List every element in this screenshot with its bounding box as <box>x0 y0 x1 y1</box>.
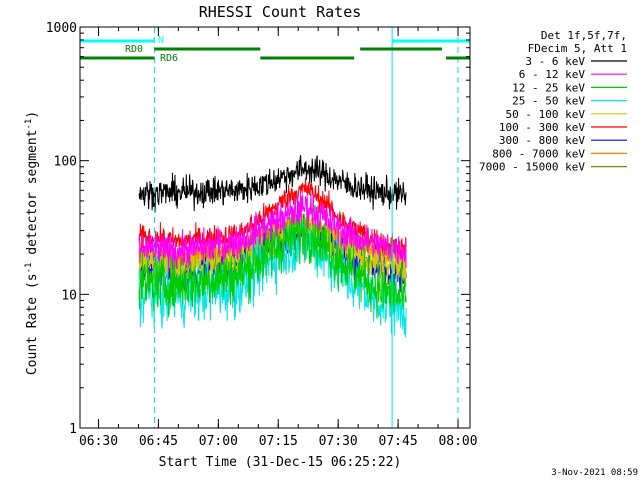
flag-bar-label: RD6 <box>160 53 178 64</box>
x-tick-label: 06:30 <box>79 434 118 449</box>
y-axis-label-part: ) <box>25 111 40 119</box>
y-axis-label: Count Rate (s-1 detector segment-1) <box>24 111 40 375</box>
x-tick-label: 07:00 <box>199 434 238 449</box>
timestamp: 3-Nov-2021 08:59 <box>551 468 638 478</box>
legend-entry-label: 12 - 25 keV <box>512 81 585 94</box>
y-tick-label: 1 <box>69 422 77 437</box>
series-line <box>138 205 407 319</box>
chart-title: RHESSI Count Rates <box>199 3 362 21</box>
legend-entry-label: 7000 - 15000 keV <box>479 161 585 174</box>
y-axis-label-part: Count Rate (s <box>25 273 40 375</box>
y-axis-label-part: detector segment <box>25 130 40 263</box>
x-axis-label: Start Time (31-Dec-15 06:25:22) <box>159 455 402 470</box>
series-line <box>138 154 407 213</box>
x-tick-label: 06:45 <box>139 434 178 449</box>
legend: Det 1f,5f,7f, FDecim 5, Att 1 3 - 6 keV6… <box>479 29 627 174</box>
y-tick-label: 100 <box>54 155 77 170</box>
x-tick-label: 07:30 <box>319 434 358 449</box>
legend-entry-label: 6 - 12 keV <box>519 68 586 81</box>
x-tick-label: 08:00 <box>438 434 477 449</box>
legend-entry-label: 100 - 300 keV <box>499 121 585 134</box>
y-tick-label: 1000 <box>46 21 77 36</box>
legend-entry-label: 25 - 50 keV <box>512 95 585 108</box>
y-axis-label-exp: -1 <box>24 263 34 274</box>
legend-entry-label: 300 - 800 keV <box>499 134 585 147</box>
legend-entry-label: 800 - 7000 keV <box>492 147 585 160</box>
series-line <box>138 177 407 259</box>
legend-header-line: FDecim 5, Att 1 <box>528 42 627 55</box>
y-tick-label: 10 <box>61 288 77 303</box>
plot-frame <box>79 26 471 429</box>
x-tick-label: 07:45 <box>379 434 418 449</box>
flag-bar-label: N <box>158 35 164 46</box>
flag-bar-label: RD0 <box>125 44 143 55</box>
legend-header-line: Det 1f,5f,7f, <box>541 29 627 42</box>
series-line <box>138 190 407 273</box>
legend-entry-label: 50 - 100 keV <box>506 108 586 121</box>
x-tick-label: 07:15 <box>259 434 298 449</box>
y-axis-label-exp: -1 <box>24 119 34 130</box>
legend-entry-label: 3 - 6 keV <box>525 55 585 68</box>
